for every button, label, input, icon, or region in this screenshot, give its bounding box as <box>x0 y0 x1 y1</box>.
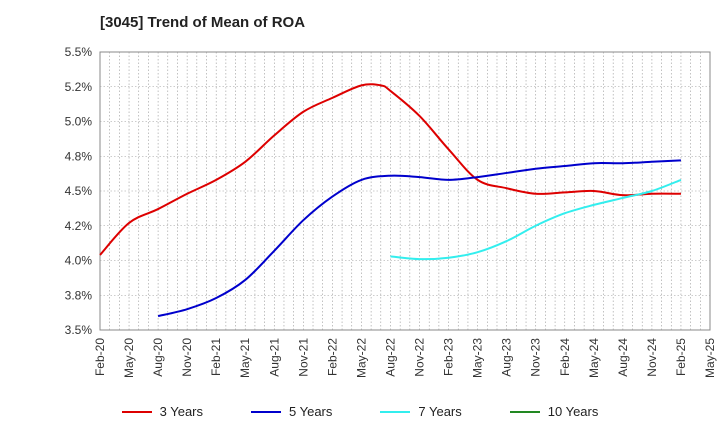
x-tick-label: May-22 <box>354 338 368 378</box>
x-tick-label: Aug-23 <box>500 338 514 377</box>
x-tick-label: Nov-20 <box>180 338 194 377</box>
x-tick-label: Feb-24 <box>558 338 572 376</box>
legend-label-10-years: 10 Years <box>547 404 599 419</box>
x-tick-label: Nov-24 <box>645 338 659 377</box>
y-tick-label: 4.5% <box>65 184 93 198</box>
x-tick-label: Nov-21 <box>296 338 310 377</box>
series-line-7-years <box>390 178 682 261</box>
x-tick-label: Feb-22 <box>325 338 339 376</box>
x-tick-label: Aug-20 <box>151 338 165 377</box>
series-line-3-years <box>99 83 681 256</box>
legend-item-5-years: 5 Years <box>251 404 332 419</box>
legend-label-5-years: 5 Years <box>289 404 333 419</box>
y-tick-label: 3.5% <box>65 323 93 337</box>
y-tick-label: 5.5% <box>65 45 93 59</box>
y-tick-label: 5.2% <box>65 80 93 94</box>
x-tick-label: Nov-23 <box>529 338 543 377</box>
legend-label-7-years: 7 Years <box>418 404 462 419</box>
series-line-5-years <box>157 159 681 318</box>
x-tick-label: Feb-25 <box>674 338 688 376</box>
x-tick-label: May-21 <box>238 338 252 378</box>
y-tick-label: 4.0% <box>65 254 93 268</box>
x-tick-label: Feb-20 <box>93 338 107 376</box>
legend-label-3-years: 3 Years <box>159 404 203 419</box>
x-tick-label: May-24 <box>587 338 601 378</box>
legend-swatch-5-years <box>251 410 281 413</box>
x-tick-label: May-25 <box>703 338 717 378</box>
y-tick-label: 4.8% <box>65 149 93 163</box>
legend-swatch-7-years <box>380 410 411 413</box>
y-tick-label: 3.8% <box>65 288 93 302</box>
x-tick-label: Feb-21 <box>209 338 223 376</box>
x-tick-label: Feb-23 <box>442 338 456 376</box>
x-tick-label: Aug-24 <box>616 338 630 377</box>
x-tick-label: Nov-22 <box>413 338 427 377</box>
y-tick-label: 4.2% <box>65 219 93 233</box>
legend: 3 Years 5 Years 7 Years 10 Years <box>0 404 720 419</box>
legend-swatch-3-years <box>121 410 152 413</box>
x-tick-label: May-23 <box>471 338 485 378</box>
legend-item-10-years: 10 Years <box>509 404 599 419</box>
x-tick-label: Aug-21 <box>267 338 281 377</box>
y-tick-label: 5.0% <box>65 115 93 129</box>
x-tick-label: Aug-22 <box>383 338 397 377</box>
legend-item-3-years: 3 Years <box>121 404 203 419</box>
line-chart: 3.5% 3.8% 4.0% 4.2% 4.5% 4.8% 5.0% 5.2% 5.5% Feb-… <box>65 45 717 378</box>
chart-title: [3045] Trend of Mean of ROA <box>100 14 306 31</box>
legend-item-7-years: 7 Years <box>380 404 462 419</box>
legend-swatch-10-years <box>509 410 540 413</box>
x-tick-label: May-20 <box>122 338 136 378</box>
